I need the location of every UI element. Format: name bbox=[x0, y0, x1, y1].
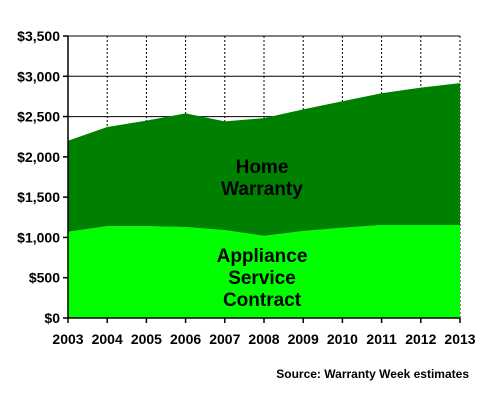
area-label-line: Warranty bbox=[221, 179, 303, 200]
source-annotation: Source: Warranty Week estimates bbox=[276, 367, 469, 381]
axes bbox=[63, 35, 461, 323]
x-tick-label: 2006 bbox=[170, 331, 201, 347]
x-tick-label: 2003 bbox=[52, 331, 83, 347]
x-tick-label: 2013 bbox=[444, 331, 475, 347]
y-tick-label: $1,000 bbox=[17, 229, 60, 245]
area-label-line: Contract bbox=[223, 290, 302, 311]
area-appliance-service-contract bbox=[68, 224, 460, 318]
y-tick-label: $1,500 bbox=[17, 189, 60, 205]
y-tick-label: $2,500 bbox=[17, 109, 60, 125]
area-series bbox=[68, 83, 460, 318]
y-tick-label: $3,000 bbox=[17, 68, 60, 84]
x-tick-label: 2012 bbox=[405, 331, 436, 347]
x-tick-label: 2005 bbox=[131, 331, 162, 347]
y-tick-label: $0 bbox=[44, 310, 60, 326]
x-tick-label: 2008 bbox=[248, 331, 279, 347]
y-axis-tick-labels: $0 $500 $1,000 $1,500 $2,000 $2,500 $3,000 $3,5… bbox=[17, 28, 60, 326]
x-tick-label: 2009 bbox=[288, 331, 319, 347]
area-home-warranty bbox=[68, 83, 460, 236]
y-tick-label: $3,500 bbox=[17, 28, 60, 44]
area-label-line: Home bbox=[236, 157, 289, 178]
y-tick-label: $500 bbox=[29, 270, 60, 286]
x-axis-tick-labels: 2003 2004 2005 2006 2007 2008 2009 2010 2011 2012… bbox=[52, 331, 475, 347]
area-label-line: Appliance bbox=[217, 246, 308, 267]
x-tick-label: 2011 bbox=[366, 331, 397, 347]
area-label-line: Service bbox=[228, 268, 296, 289]
x-tick-label: 2007 bbox=[209, 331, 240, 347]
x-tick-label: 2004 bbox=[92, 331, 123, 347]
y-tick-label: $2,000 bbox=[17, 149, 60, 165]
x-tick-label: 2010 bbox=[327, 331, 358, 347]
